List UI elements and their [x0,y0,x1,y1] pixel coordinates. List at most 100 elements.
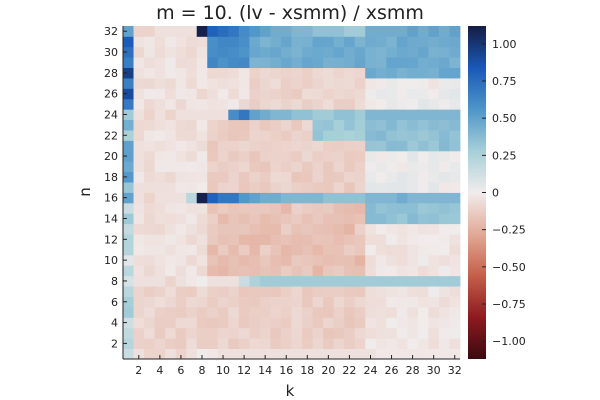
y-tick-label: 2 [111,337,118,350]
heatmap-cell [228,88,240,100]
y-tick-label: 22 [104,129,118,142]
heatmap-cell [249,275,261,287]
heatmap-cell [175,234,187,245]
heatmap-cell [207,244,219,256]
heatmap-cell [365,244,377,256]
heatmap-cell [133,150,145,162]
heatmap-cell [249,140,261,152]
heatmap-cell [123,275,134,287]
heatmap-cell [133,26,145,37]
heatmap-cell [186,36,198,48]
heatmap-cell [428,202,440,214]
heatmap-cell [333,275,345,287]
heatmap-cell [280,109,292,121]
heatmap-cell [175,223,187,235]
heatmap-cell [196,338,208,349]
heatmap-cell [238,57,250,69]
heatmap-cell [344,275,356,287]
heatmap-cell [154,223,166,235]
heatmap-cell [375,130,387,141]
heatmap-cell [428,306,440,318]
heatmap-cell [428,244,440,256]
heatmap-cell [270,338,282,349]
heatmap-cell [375,265,387,277]
heatmap-cell [228,244,240,256]
heatmap-cell [396,26,408,37]
heatmap-cell [144,296,155,308]
heatmap-cell [196,265,208,277]
heatmap-cell [375,57,387,69]
heatmap-cell [186,306,198,318]
heatmap-cell [449,254,461,266]
heatmap-cell [196,140,208,152]
x-tick-label: 22 [342,364,356,377]
heatmap-cell [323,140,335,152]
heatmap-cell [396,265,408,277]
heatmap-cell [217,286,229,297]
heatmap-cell [196,98,208,110]
heatmap-cell [417,26,429,37]
heatmap-cell [259,109,271,121]
heatmap-cell [196,46,208,58]
x-tick-label: 6 [177,364,184,377]
heatmap-cell [144,109,155,121]
heatmap-cell [144,213,155,225]
heatmap-cell [438,338,450,349]
heatmap-cell [449,171,461,183]
heatmap-cell [323,296,335,308]
heatmap-cell [302,130,313,141]
heatmap-cell [238,67,250,79]
heatmap-cell [249,119,261,131]
heatmap-cell [417,317,429,329]
heatmap-cell [270,140,282,152]
heatmap-cell [386,244,398,256]
heatmap-cell [280,327,292,339]
heatmap-cell [154,36,166,48]
heatmap-cell [417,46,429,58]
heatmap-cell [386,327,398,339]
heatmap-cell [280,202,292,214]
x-tick-label: 10 [216,364,230,377]
heatmap-cell [396,88,408,100]
heatmap-cell [333,171,345,183]
heatmap-cell [154,98,166,110]
heatmap-cell [228,317,240,329]
heatmap-cell [144,98,155,110]
heatmap-cell [354,306,366,318]
heatmap-cell [270,57,282,69]
heatmap-cell [144,140,155,152]
heatmap-cell [323,119,335,131]
heatmap-cell [280,234,292,245]
heatmap-cell [133,296,145,308]
heatmap-cell [207,286,219,297]
heatmap-cell [228,182,240,193]
heatmap-cell [291,98,303,110]
heatmap-cell [344,338,356,349]
heatmap-cell [249,67,261,79]
heatmap-cell [302,348,313,360]
heatmap-cell [344,265,356,277]
heatmap-cells [123,26,461,360]
heatmap-cell [396,109,408,121]
heatmap-cell [217,150,229,162]
heatmap-cell [333,306,345,318]
heatmap-cell [123,213,134,225]
heatmap-cell [375,223,387,235]
heatmap-cell [144,234,155,245]
heatmap-cell [438,254,450,266]
heatmap-cell [217,265,229,277]
heatmap-cell [302,98,313,110]
heatmap-cell [302,78,313,89]
heatmap-cell [280,244,292,256]
heatmap-cell [123,192,134,204]
heatmap-cell [144,171,155,183]
heatmap-cell [280,286,292,297]
heatmap-cell [396,327,408,339]
heatmap-cell [333,348,345,360]
heatmap-cell [228,254,240,266]
heatmap-cell [438,46,450,58]
heatmap-cell [133,46,145,58]
heatmap-cell [144,265,155,277]
heatmap-cell [259,192,271,204]
heatmap-cell [228,46,240,58]
